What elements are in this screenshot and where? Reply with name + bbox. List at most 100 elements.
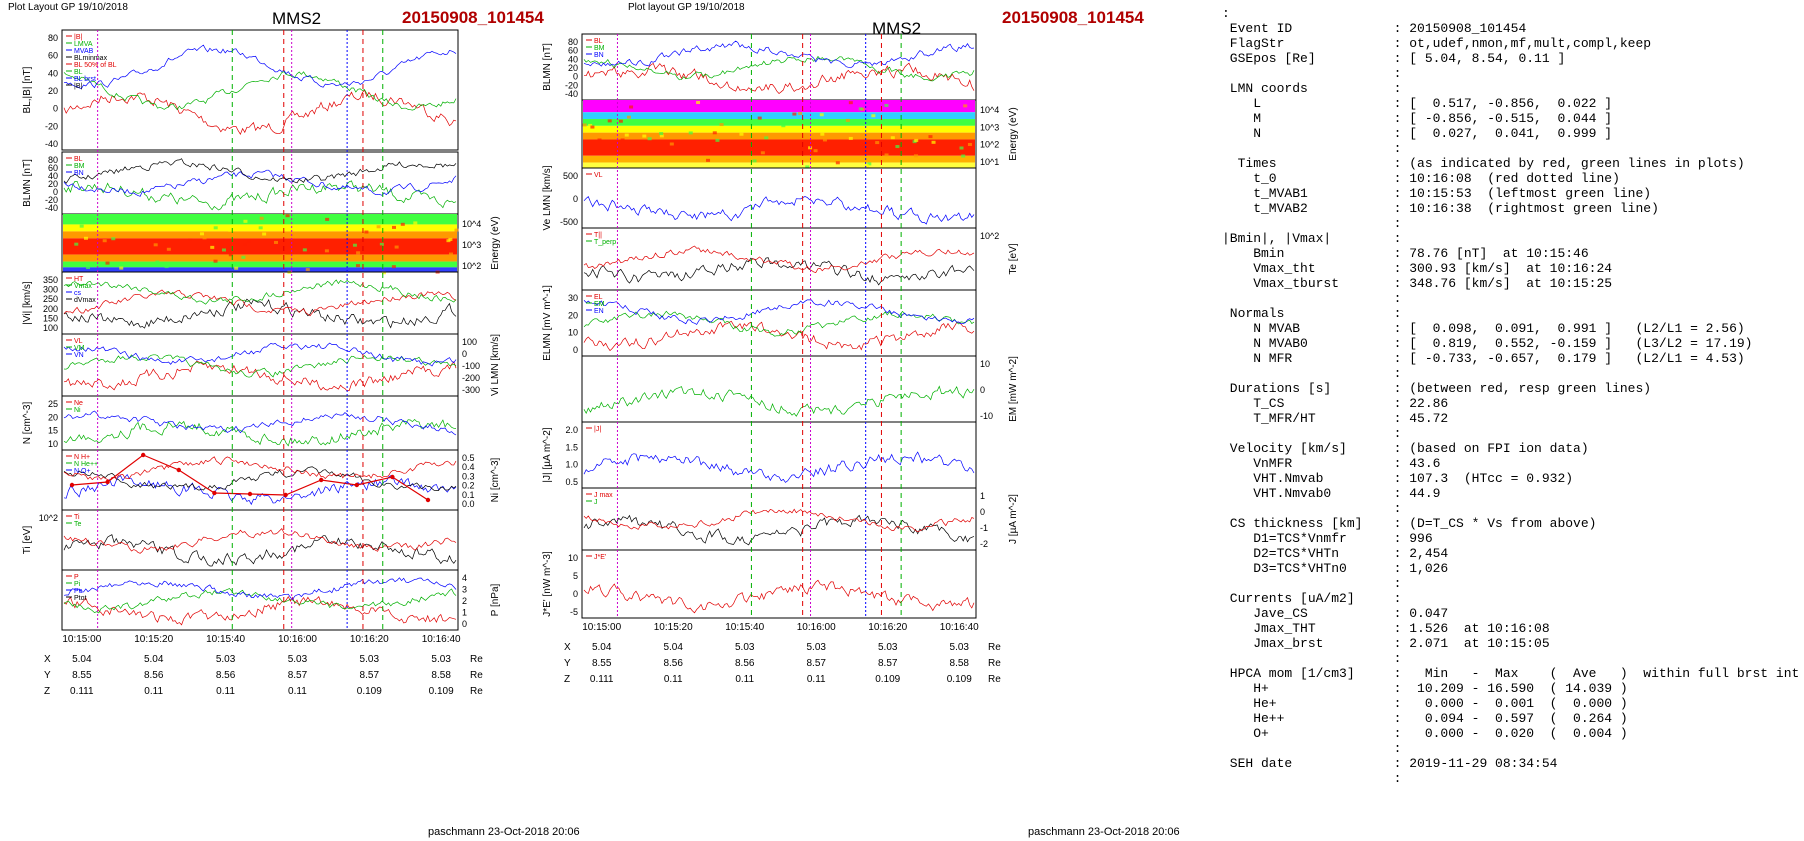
- spectrogram-speckle: [86, 266, 91, 270]
- y-tick-label: -300: [462, 385, 480, 395]
- series-line: [583, 245, 975, 274]
- y-tick-label: 80: [48, 33, 58, 43]
- panel-frame: [581, 167, 977, 229]
- x-tick-label: 10:15:20: [134, 634, 173, 645]
- legend-label: HT: [74, 276, 84, 283]
- legend-label: VL: [594, 172, 603, 179]
- legend-label: |J|: [594, 426, 601, 433]
- spectrogram-speckle: [582, 123, 587, 127]
- position-value: 8.57: [878, 658, 898, 669]
- spectrogram-speckle: [928, 135, 933, 139]
- spectrogram-speckle: [719, 123, 724, 127]
- info-line: t_MVAB1 : 10:15:53 (leftmost green line): [1253, 186, 1652, 201]
- spectrogram-speckle: [967, 142, 972, 146]
- position-unit: Re: [988, 658, 1001, 669]
- info-line: Vmax_tburst : 348.76 [km/s] at 10:15:25: [1253, 276, 1613, 291]
- legend-label: T_perp: [594, 239, 616, 246]
- series-line: [63, 169, 457, 197]
- y-tick-label: 30: [568, 293, 578, 303]
- spectrogram-speckle: [890, 136, 895, 140]
- spectrogram-speckle: [875, 141, 880, 145]
- info-line: :: [1393, 771, 1402, 786]
- series-line: [583, 40, 975, 69]
- spectrogram-speckle: [848, 101, 853, 105]
- panel-frame: [581, 421, 977, 489]
- y-axis-label: N [cm^-3]: [22, 402, 33, 445]
- series-line: [584, 62, 975, 94]
- spectrogram-speckle: [884, 103, 889, 107]
- spectrogram-speckle: [647, 137, 652, 141]
- spectrogram-speckle: [798, 112, 803, 116]
- y-tick-label: 0: [573, 589, 578, 599]
- y-axis-label: Ni [cm^-3]: [490, 457, 501, 502]
- spectrogram-speckle: [819, 113, 824, 117]
- y-tick-label: 60: [48, 51, 58, 61]
- y-tick-label: 10: [568, 553, 578, 563]
- position-unit: Re: [470, 654, 483, 665]
- position-value: 5.03: [950, 642, 970, 653]
- panel-frame: [581, 289, 977, 357]
- y-tick-label: -500: [560, 217, 578, 227]
- info-line: t_MVAB2 : 10:16:38 (rightmost green line…: [1253, 201, 1659, 216]
- series-line: [583, 385, 975, 417]
- spectrogram-speckle: [243, 219, 248, 223]
- y-axis-label: BL,|B| [nT]: [22, 66, 33, 113]
- position-value: 0.11: [216, 686, 235, 697]
- position-unit: Re: [470, 670, 483, 681]
- series-line: [63, 419, 457, 447]
- legend-label: N O+: [74, 468, 91, 475]
- event-id-left: 20150908_101454: [402, 8, 544, 27]
- y-axis-label: J [µA m^-2]: [1008, 494, 1019, 544]
- x-tick-label: 10:15:00: [62, 634, 101, 645]
- spectrogram-speckle: [246, 239, 251, 243]
- series-line: [583, 310, 975, 337]
- position-value: 8.55: [592, 658, 612, 669]
- spectrogram-speckle: [607, 119, 612, 123]
- info-line: N MFR : [ -0.733, -0.657, 0.179 ] (L2/L1…: [1253, 351, 1745, 366]
- position-value: 0.109: [357, 686, 382, 697]
- legend-label: T||: [594, 232, 602, 239]
- position-unit: Re: [988, 674, 1001, 685]
- y-tick-label: -5: [570, 607, 578, 617]
- y-tick-label: -40: [45, 139, 58, 149]
- spectrogram-speckle: [913, 154, 918, 158]
- y-tick-label: 10^3: [462, 240, 481, 250]
- y-tick-label: 0.2: [462, 481, 475, 491]
- y-tick-label: 10^4: [980, 105, 999, 115]
- series-line: [583, 257, 975, 286]
- y-tick-label: 1: [980, 491, 985, 501]
- spectrogram-speckle: [302, 248, 307, 252]
- legend-label: BLminmax: [74, 55, 108, 62]
- legend-label: BM: [594, 45, 605, 52]
- series-line: [63, 158, 457, 184]
- info-line: :: [1393, 501, 1402, 516]
- y-tick-label: 0: [980, 385, 985, 395]
- spectrogram-speckle: [379, 242, 384, 246]
- info-line: VHT.Nmvab : 107.3 (HTcc = 0.932): [1253, 471, 1574, 486]
- spectrogram-speckle: [88, 262, 93, 266]
- spectrogram-speckle: [259, 216, 264, 220]
- legend-label: LMVA: [74, 41, 93, 48]
- legend-label: J*E': [594, 554, 606, 561]
- spectrogram-speckle: [262, 232, 267, 236]
- legend-label: EN: [594, 308, 604, 315]
- y-axis-label: Te [eV]: [1008, 243, 1019, 274]
- spectrogram-speckle: [273, 240, 278, 244]
- y-axis-label: ELMN [mV m^-1]: [542, 285, 553, 361]
- spectrogram-speckle: [931, 140, 936, 144]
- legend-label: |B|: [74, 34, 82, 41]
- y-tick-label: 10: [568, 328, 578, 338]
- position-row-label: Y: [44, 670, 51, 681]
- panel-frame: [61, 151, 459, 215]
- x-tick-label: 10:15:40: [206, 634, 245, 645]
- spectrogram-speckle: [713, 147, 718, 151]
- spectrogram-speckle: [871, 114, 876, 118]
- legend-label: |B|: [74, 83, 82, 90]
- y-tick-label: -20: [565, 80, 578, 90]
- spectrogram-speckle: [813, 149, 818, 153]
- x-tick-label: 10:16:00: [278, 634, 317, 645]
- info-line: VHT.Nmvab0 : 44.9: [1253, 486, 1441, 501]
- spectrogram-speckle: [820, 132, 825, 136]
- position-row-label: Z: [44, 686, 50, 697]
- legend-label: BM: [74, 163, 85, 170]
